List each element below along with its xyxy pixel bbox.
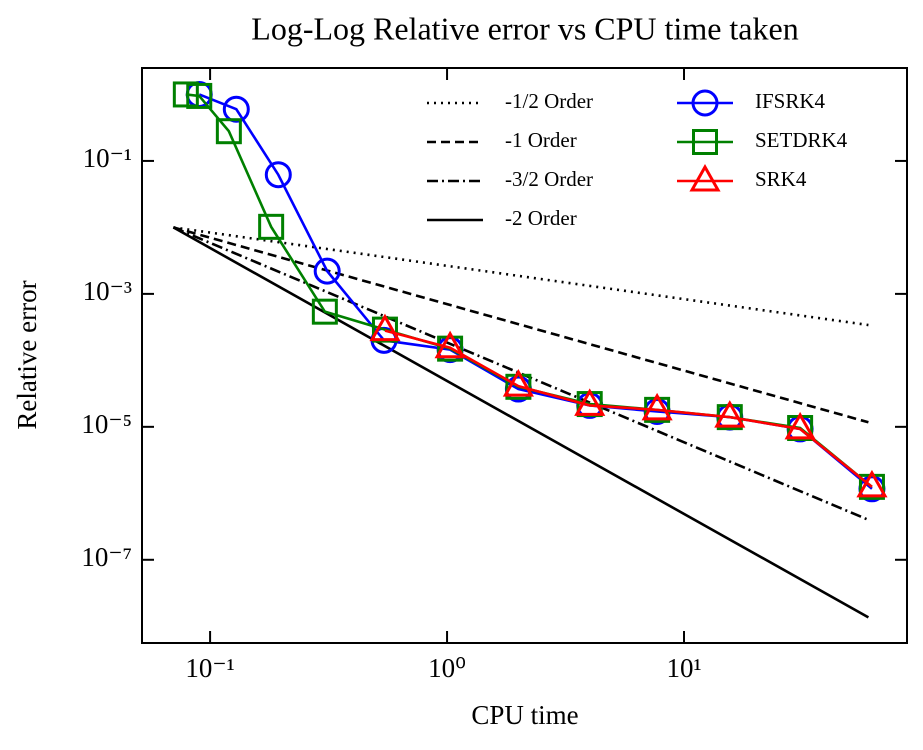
chart-title: Log-Log Relative error vs CPU time taken: [251, 10, 798, 46]
y-tick-label: 10⁻⁵: [81, 409, 132, 439]
legend-marker: [692, 129, 718, 155]
series-line: [173, 226, 869, 424]
series-line: [172, 226, 870, 619]
y-tick-label: 10⁻⁷: [81, 542, 132, 572]
series-line: [173, 226, 869, 327]
marker: [264, 161, 292, 189]
marker: [641, 392, 673, 421]
x-tick-label: 10⁻¹: [185, 653, 234, 683]
legend-label: -1 Order: [505, 128, 577, 152]
marker: [186, 82, 213, 109]
marker: [311, 298, 338, 325]
marker: [437, 335, 464, 362]
legend-label: SRK4: [755, 167, 807, 191]
legend-label: SETDRK4: [755, 128, 848, 152]
plot-frame: [141, 67, 908, 644]
y-tick-label: 10⁻³: [83, 276, 132, 306]
marker: [856, 469, 888, 498]
x-tick-label: 10¹: [666, 653, 701, 683]
legend-label: -2 Order: [505, 206, 577, 230]
marker: [502, 369, 534, 397]
x-tick-label: 10⁰: [428, 653, 466, 683]
marker: [434, 330, 466, 359]
y-axis-label: Relative error: [12, 280, 42, 429]
x-axis-label: CPU time: [471, 700, 578, 730]
y-tick-label: 10⁻¹: [83, 143, 132, 173]
marker: [313, 257, 341, 285]
marker: [215, 118, 242, 145]
marker: [172, 81, 199, 108]
marker: [714, 400, 746, 428]
legend-label: IFSRK4: [755, 89, 826, 113]
legend-marker: [691, 89, 719, 117]
legend-label: -1/2 Order: [505, 89, 593, 113]
marker: [574, 388, 606, 416]
marker: [369, 313, 401, 342]
marker: [258, 213, 285, 240]
marker: [784, 411, 816, 440]
marker: [505, 373, 532, 400]
legend-label: -3/2 Order: [505, 167, 593, 191]
legend-marker: [689, 163, 721, 192]
